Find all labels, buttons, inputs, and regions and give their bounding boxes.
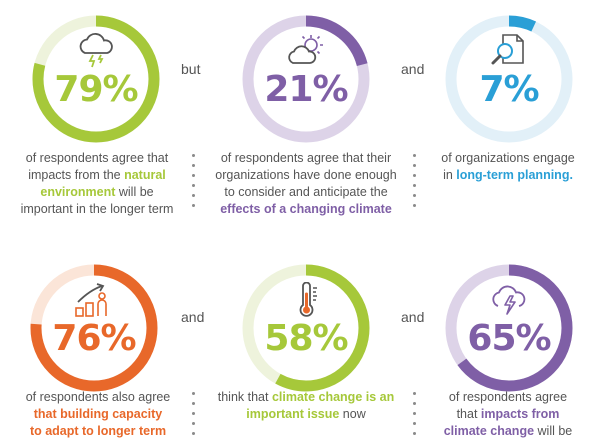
caption-line: of respondents agree that their <box>220 151 392 165</box>
caption-highlight: to adapt to longer term <box>29 424 167 438</box>
caption-line: impacts from the natural <box>6 167 188 184</box>
caption-line: important in the longer term <box>20 202 174 216</box>
divider-dots <box>413 392 417 442</box>
caption-organizations-enough: of respondents agree that their organiza… <box>206 150 406 218</box>
percent-value: 65% <box>467 318 551 359</box>
caption-line: environment will be <box>6 184 188 201</box>
caption-highlight: climate change <box>443 424 535 438</box>
connector-and: and <box>181 309 205 325</box>
donut-ring <box>445 15 573 143</box>
stat-long-term-planning: 7% <box>443 13 575 145</box>
ring-progress-arc <box>242 264 370 392</box>
caption-line: of respondents agree that <box>25 151 169 165</box>
caption-climate-change-important: think that climate change is an importan… <box>208 389 404 423</box>
caption-highlight: effects of a changing climate <box>220 202 392 216</box>
ring-progress-arc <box>445 264 573 392</box>
caption-line: of respondents also agree <box>25 390 171 404</box>
percent-value: 7% <box>479 69 539 110</box>
caption-highlight: that building capacity <box>33 407 163 421</box>
connector-and: and <box>401 309 425 325</box>
caption-text: in <box>443 168 457 182</box>
caption-building-capacity: of respondents also agree that building … <box>10 389 186 440</box>
stat-organizations-enough: 21% <box>240 13 372 145</box>
caption-highlight: impacts from <box>480 407 560 421</box>
storm-cloud-icon <box>79 33 113 68</box>
document-search-icon <box>491 34 524 65</box>
caption-natural-environment: of respondents agree that impacts from t… <box>6 150 188 218</box>
stat-building-capacity: 76% <box>28 262 160 394</box>
growth-people-icon <box>75 283 107 317</box>
caption-line: of organizations engage <box>441 151 575 165</box>
caption-text: that <box>456 407 481 421</box>
caption-highlight: environment <box>40 185 116 199</box>
caption-highlight: important issue <box>246 407 340 421</box>
divider-dots <box>192 154 196 214</box>
caption-line: that impacts from <box>430 406 586 423</box>
storm-lightning-icon <box>492 285 526 315</box>
stat-climate-impacts: 65% <box>443 262 575 394</box>
stat-climate-change-important: 58% <box>240 262 372 394</box>
donut-ring <box>30 264 158 392</box>
percent-value: 21% <box>264 69 348 110</box>
caption-line: important issue now <box>208 406 404 423</box>
connector-and: and <box>401 61 425 77</box>
caption-long-term-planning: of organizations engage in long-term pla… <box>428 150 588 184</box>
caption-highlight: long-term planning. <box>456 168 573 182</box>
donut-ring <box>445 264 573 392</box>
caption-line: of respondents agree <box>448 390 568 404</box>
donut-ring <box>32 15 160 143</box>
caption-line: think that climate change is an <box>208 389 404 406</box>
thermometer-icon <box>299 282 317 317</box>
donut-ring <box>242 15 370 143</box>
caption-climate-impacts: of respondents agree that impacts from c… <box>430 389 586 440</box>
ring-progress-arc <box>445 15 573 143</box>
caption-line: in long-term planning. <box>428 167 588 184</box>
caption-text: now <box>339 407 366 421</box>
connector-but: but <box>181 61 201 77</box>
caption-text: will be <box>534 424 573 438</box>
sun-cloud-icon <box>288 35 323 64</box>
stat-natural-environment: 79% <box>30 13 162 145</box>
ring-progress-arc <box>30 264 158 392</box>
ring-progress-arc <box>32 15 160 143</box>
percent-value: 79% <box>54 69 138 110</box>
divider-dots <box>413 154 417 214</box>
caption-highlight: natural <box>124 168 166 182</box>
caption-text: will be <box>115 185 154 199</box>
caption-line: to consider and anticipate the <box>224 185 388 199</box>
caption-text: think that <box>217 390 272 404</box>
caption-highlight: climate change is an <box>271 390 395 404</box>
donut-ring <box>242 264 370 392</box>
caption-text: impacts from the <box>28 168 125 182</box>
percent-value: 58% <box>264 318 348 359</box>
divider-dots <box>192 392 196 442</box>
ring-progress-arc <box>242 15 370 143</box>
caption-line: climate change will be <box>430 423 586 440</box>
caption-line: organizations have done enough <box>215 168 397 182</box>
percent-value: 76% <box>52 318 136 359</box>
